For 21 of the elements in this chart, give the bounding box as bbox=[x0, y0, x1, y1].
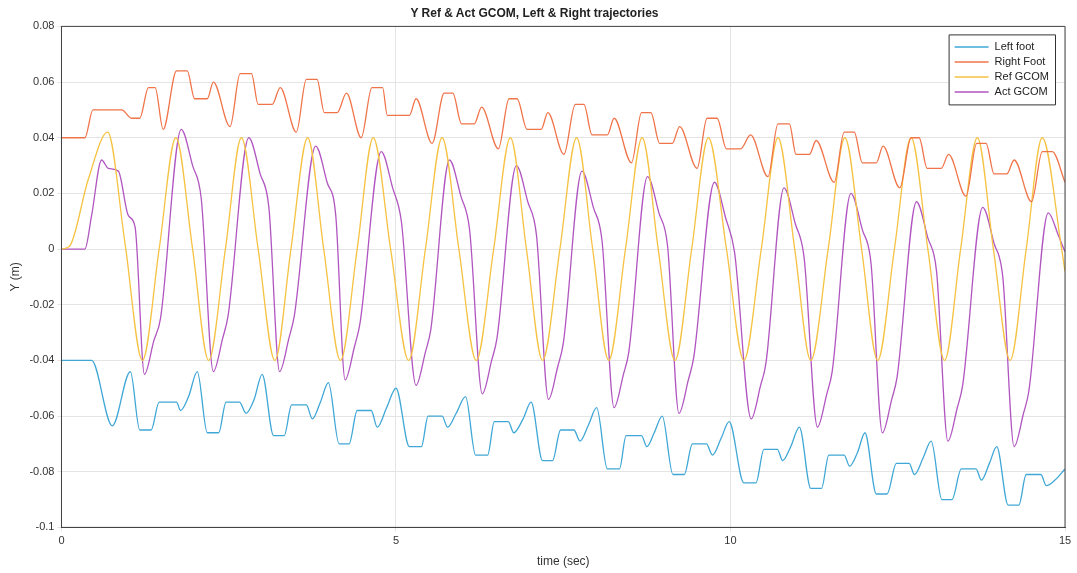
y-tick-label: -0.04 bbox=[29, 353, 55, 366]
legend-label: Ref GCOM bbox=[994, 69, 1050, 82]
x-axis-title: time (sec) bbox=[536, 554, 590, 569]
y-tick-label: 0.08 bbox=[33, 19, 55, 32]
x-tick-label: 10 bbox=[724, 534, 737, 547]
x-tick-label: 15 bbox=[1058, 534, 1072, 547]
y-tick-label: -0.06 bbox=[29, 409, 55, 422]
y-tick-label: 0 bbox=[48, 242, 55, 255]
y-tick-label: 0.02 bbox=[33, 186, 55, 199]
legend-label: Act GCOM bbox=[994, 84, 1048, 97]
chart-title: Y Ref & Act GCOM, Left & Right trajectories bbox=[410, 5, 659, 20]
y-tick-label: 0.04 bbox=[33, 130, 55, 143]
y-tick-label: -0.02 bbox=[29, 297, 55, 310]
y-tick-label: 0.06 bbox=[33, 75, 55, 88]
y-tick-label: -0.08 bbox=[29, 464, 55, 477]
legend-label: Right Foot bbox=[994, 54, 1046, 67]
y-tick-label: -0.1 bbox=[35, 520, 55, 533]
x-tick-label: 0 bbox=[58, 534, 65, 547]
legend-label: Left foot bbox=[994, 39, 1035, 52]
y-axis-title: Y (m) bbox=[7, 262, 22, 292]
x-tick-label: 5 bbox=[392, 534, 400, 547]
